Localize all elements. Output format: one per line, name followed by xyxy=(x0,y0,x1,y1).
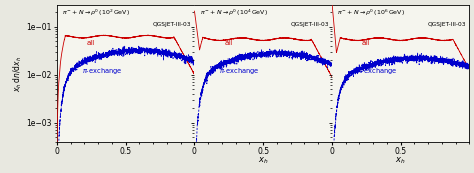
Text: QGSJET-III-03: QGSJET-III-03 xyxy=(291,22,329,27)
Text: all: all xyxy=(87,40,95,47)
Text: $\pi$-exchange: $\pi$-exchange xyxy=(82,66,122,76)
Text: $\pi$-exchange: $\pi$-exchange xyxy=(356,66,397,76)
Text: $\pi^-\!+N \rightarrow \rho^0\,(10^2\,{\rm GeV})$: $\pi^-\!+N \rightarrow \rho^0\,(10^2\,{\… xyxy=(63,8,130,18)
Text: $\pi^-\!+N \rightarrow \rho^0\,(10^4\,{\rm GeV})$: $\pi^-\!+N \rightarrow \rho^0\,(10^4\,{\… xyxy=(200,8,268,18)
Text: all: all xyxy=(362,40,370,47)
Y-axis label: $x_h\,{\rm d}n/{\rm d}x_h$: $x_h\,{\rm d}n/{\rm d}x_h$ xyxy=(11,55,24,92)
Text: all: all xyxy=(225,40,233,47)
Text: QGSJET-III-03: QGSJET-III-03 xyxy=(153,22,191,27)
Text: QGSJET-III-03: QGSJET-III-03 xyxy=(428,22,466,27)
Text: $\pi^-\!+N \rightarrow \rho^0\,(10^6\,{\rm GeV})$: $\pi^-\!+N \rightarrow \rho^0\,(10^6\,{\… xyxy=(337,8,405,18)
Text: $\pi$-exchange: $\pi$-exchange xyxy=(219,66,259,76)
X-axis label: $x_h$: $x_h$ xyxy=(395,156,406,166)
X-axis label: $x_h$: $x_h$ xyxy=(258,156,268,166)
